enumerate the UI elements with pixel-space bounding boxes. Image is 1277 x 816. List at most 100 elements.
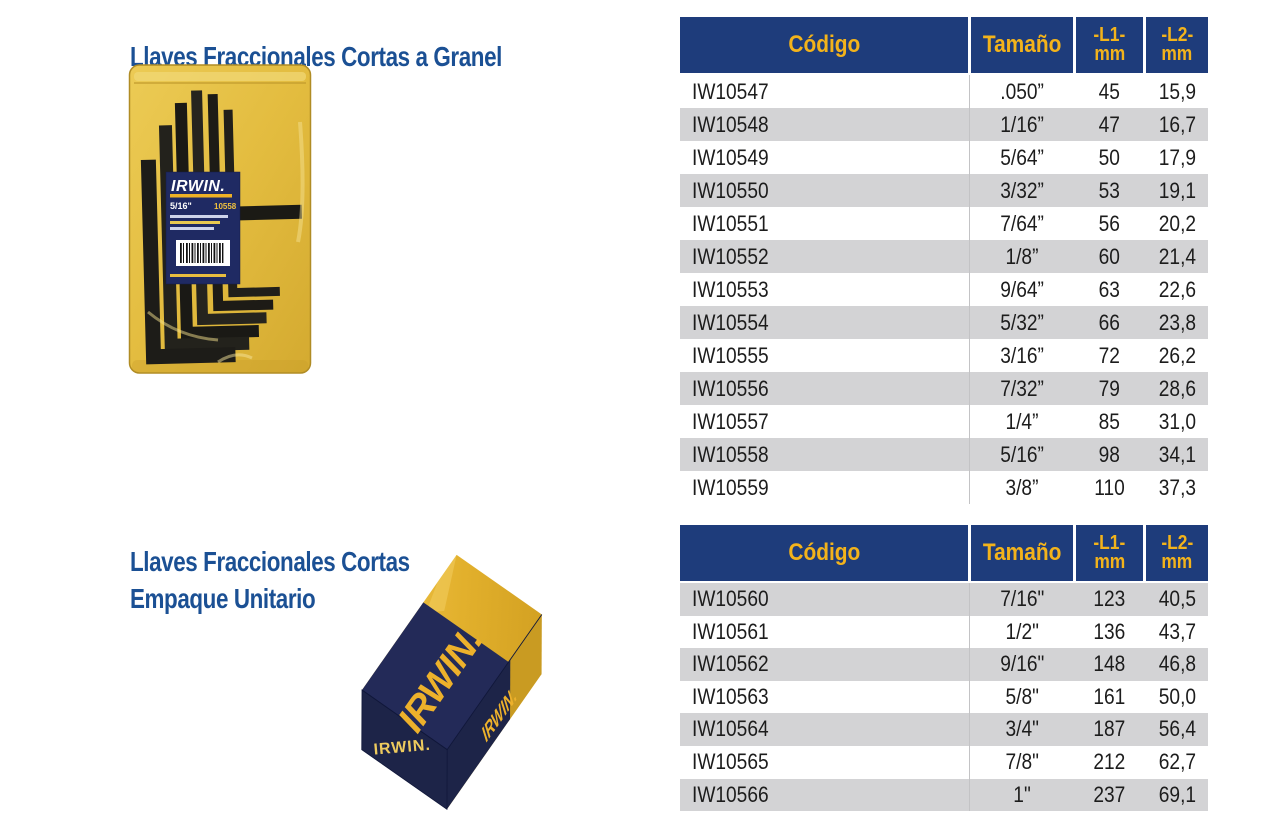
table-row: IW10551 7/64” 56 20,2 bbox=[680, 207, 1208, 240]
cell-tamano-text: 3/32” bbox=[1000, 178, 1044, 203]
cell-l2-mm-text: 15,9 bbox=[1158, 79, 1196, 104]
cell-l2-mm-text: 21,4 bbox=[1158, 244, 1196, 269]
cell-tamano: 5/8" bbox=[971, 681, 1073, 714]
cell-l2-mm: 62,7 bbox=[1146, 746, 1208, 779]
cell-codigo-text: IW10560 bbox=[692, 586, 769, 611]
cell-l1-mm-text: 85 bbox=[1098, 409, 1121, 434]
cell-tamano: 7/8" bbox=[971, 746, 1073, 779]
cell-codigo: IW10557 bbox=[680, 405, 968, 438]
table-row: IW10564 3/4" 187 56,4 bbox=[680, 713, 1208, 746]
cell-l2-mm-text: 34,1 bbox=[1158, 442, 1196, 467]
cell-l2-mm: 46,8 bbox=[1146, 648, 1208, 681]
table-body: IW10547.050” 45 15,9 IW10548 1/16” 47 16,7 IW10… bbox=[680, 75, 1208, 504]
cell-l2-mm: 28,6 bbox=[1146, 372, 1208, 405]
cell-tamano-text: 7/16" bbox=[999, 586, 1045, 611]
bag-label: IRWIN. 5/16" 10558 bbox=[165, 171, 241, 285]
box-edge bbox=[361, 689, 448, 751]
cell-tamano: 1" bbox=[971, 779, 1073, 812]
cell-tamano-text: 1/4” bbox=[1005, 409, 1039, 434]
cell-tamano-text: 1" bbox=[1013, 781, 1031, 807]
irwin-box-photo: IRWIN. IRWIN. IRWIN. bbox=[361, 554, 543, 810]
cell-l1-mm: 148 bbox=[1076, 648, 1143, 681]
cell-l2-mm-text: 17,9 bbox=[1158, 145, 1196, 170]
cell-l1-mm-text: 60 bbox=[1098, 244, 1121, 269]
cell-codigo-text: IW10563 bbox=[692, 683, 769, 709]
cell-tamano: 3/4" bbox=[971, 713, 1073, 746]
cell-l1-mm: 45 bbox=[1076, 75, 1143, 108]
label-text-line bbox=[170, 215, 228, 218]
cell-codigo: IW10554 bbox=[680, 306, 968, 339]
cell-codigo-text: IW10557 bbox=[692, 409, 769, 434]
cell-tamano-text: 9/16" bbox=[999, 651, 1045, 677]
cell-l1-mm-text: 136 bbox=[1093, 618, 1126, 644]
cell-l1-mm-text: 53 bbox=[1098, 178, 1121, 203]
cell-tamano-text: 7/64” bbox=[1000, 211, 1044, 236]
cell-l2-mm: 26,2 bbox=[1146, 339, 1208, 372]
cell-l2-mm: 22,6 bbox=[1146, 273, 1208, 306]
cell-codigo: IW10549 bbox=[680, 141, 968, 174]
cell-l1-mm-text: 66 bbox=[1098, 310, 1121, 335]
cell-tamano: 3/32” bbox=[971, 174, 1073, 207]
cell-codigo-text: IW10558 bbox=[692, 442, 769, 467]
cell-l1-mm-text: 212 bbox=[1093, 748, 1126, 774]
cell-codigo: IW10547 bbox=[680, 75, 968, 108]
cell-l2-mm: 31,0 bbox=[1146, 405, 1208, 438]
cell-l2-mm-text: 40,5 bbox=[1158, 586, 1196, 611]
cell-l2-mm-text: 28,6 bbox=[1158, 376, 1196, 401]
cell-tamano-text: 3/4" bbox=[1005, 716, 1039, 742]
cell-l2-mm: 50,0 bbox=[1146, 681, 1208, 714]
cell-tamano-text: 7/32” bbox=[1000, 376, 1044, 401]
box-brand-end: IRWIN. bbox=[373, 737, 432, 759]
col-header-codigo: Código bbox=[680, 17, 968, 73]
cell-tamano: 5/32” bbox=[971, 306, 1073, 339]
cell-l2-mm-text: 37,3 bbox=[1158, 475, 1196, 500]
cell-codigo: IW10562 bbox=[680, 648, 968, 681]
table-row: IW10548 1/16” 47 16,7 bbox=[680, 108, 1208, 141]
cell-l1-mm: 212 bbox=[1076, 746, 1143, 779]
cell-l1-mm: 187 bbox=[1076, 713, 1143, 746]
table-row: IW10553 9/64” 63 22,6 bbox=[680, 273, 1208, 306]
bag-crease bbox=[296, 121, 305, 243]
bag-label-underline bbox=[170, 194, 232, 198]
col-header-l1-text: -L1- bbox=[1093, 24, 1126, 46]
col-header-l1-text: -L1- bbox=[1093, 532, 1126, 554]
spec-table-empaque-unitario: Código Tamaño -L1- mm -L2- mm IW10560 7/16" 123 4… bbox=[680, 525, 1208, 812]
cell-l2-mm-text: 50,0 bbox=[1158, 683, 1196, 709]
table-row: IW10558 5/16” 98 34,1 bbox=[680, 438, 1208, 471]
cell-l2-mm: 40,5 bbox=[1146, 583, 1208, 616]
cell-codigo: IW10556 bbox=[680, 372, 968, 405]
cell-l1-mm: 66 bbox=[1076, 306, 1143, 339]
cell-codigo: IW10558 bbox=[680, 438, 968, 471]
cell-l1-mm-text: 148 bbox=[1093, 651, 1126, 677]
cell-l2-mm-text: 20,2 bbox=[1158, 211, 1196, 236]
cell-l2-mm: 21,4 bbox=[1146, 240, 1208, 273]
col-header-codigo-text: Código bbox=[788, 539, 860, 566]
col-header-l2: -L2- mm bbox=[1146, 17, 1208, 73]
col-header-codigo-text: Código bbox=[788, 31, 860, 58]
cell-l1-mm-text: 56 bbox=[1098, 211, 1121, 236]
cell-codigo: IW10548 bbox=[680, 108, 968, 141]
cell-codigo: IW10555 bbox=[680, 339, 968, 372]
cell-l1-mm-text: 110 bbox=[1094, 475, 1125, 500]
cell-l2-mm-text: 46,8 bbox=[1158, 651, 1196, 677]
cell-tamano-text: .050” bbox=[1000, 79, 1044, 104]
cell-tamano-text: 3/16” bbox=[1000, 343, 1044, 368]
cell-tamano-text: 5/8" bbox=[1005, 683, 1039, 709]
cell-codigo: IW10560 bbox=[680, 583, 968, 616]
cell-l2-mm: 56,4 bbox=[1146, 713, 1208, 746]
cell-l1-mm: 85 bbox=[1076, 405, 1143, 438]
cell-l2-mm: 69,1 bbox=[1146, 779, 1208, 812]
cell-l2-mm-text: 62,7 bbox=[1158, 748, 1196, 774]
col-header-l1: -L1- mm bbox=[1076, 525, 1143, 581]
cell-tamano: 5/16” bbox=[971, 438, 1073, 471]
cell-l1-mm: 60 bbox=[1076, 240, 1143, 273]
cell-tamano-text: 1/16” bbox=[1000, 112, 1044, 137]
cell-tamano-text: 5/64” bbox=[1000, 145, 1044, 170]
cell-l1-mm-text: 45 bbox=[1098, 79, 1121, 104]
cell-codigo: IW10551 bbox=[680, 207, 968, 240]
cell-l1-mm: 50 bbox=[1076, 141, 1143, 174]
table-row: IW10549 5/64” 50 17,9 bbox=[680, 141, 1208, 174]
cell-codigo: IW10563 bbox=[680, 681, 968, 714]
cell-l2-mm-text: 16,7 bbox=[1158, 112, 1196, 137]
cell-codigo-text: IW10556 bbox=[692, 376, 769, 401]
